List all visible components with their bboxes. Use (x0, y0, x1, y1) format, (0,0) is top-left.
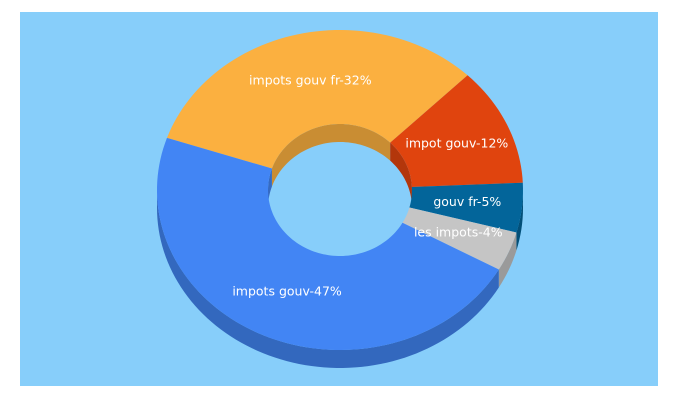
slice (409, 182, 523, 233)
data-label: impots gouv-47% (232, 283, 342, 298)
slice (157, 137, 499, 350)
slice-inner-wall (390, 142, 412, 206)
slice (166, 30, 468, 169)
slice-side (516, 190, 523, 251)
data-label: impots gouv fr-32% (249, 73, 372, 88)
slice (402, 207, 517, 270)
slice-inner-wall (268, 168, 272, 208)
data-label: gouv fr-5% (433, 194, 501, 209)
slice-inner-wall (271, 124, 391, 187)
slice-side (498, 232, 517, 288)
data-label: impot gouv-12% (405, 136, 508, 151)
slice (390, 75, 523, 188)
data-label: les impots-4% (414, 225, 503, 240)
